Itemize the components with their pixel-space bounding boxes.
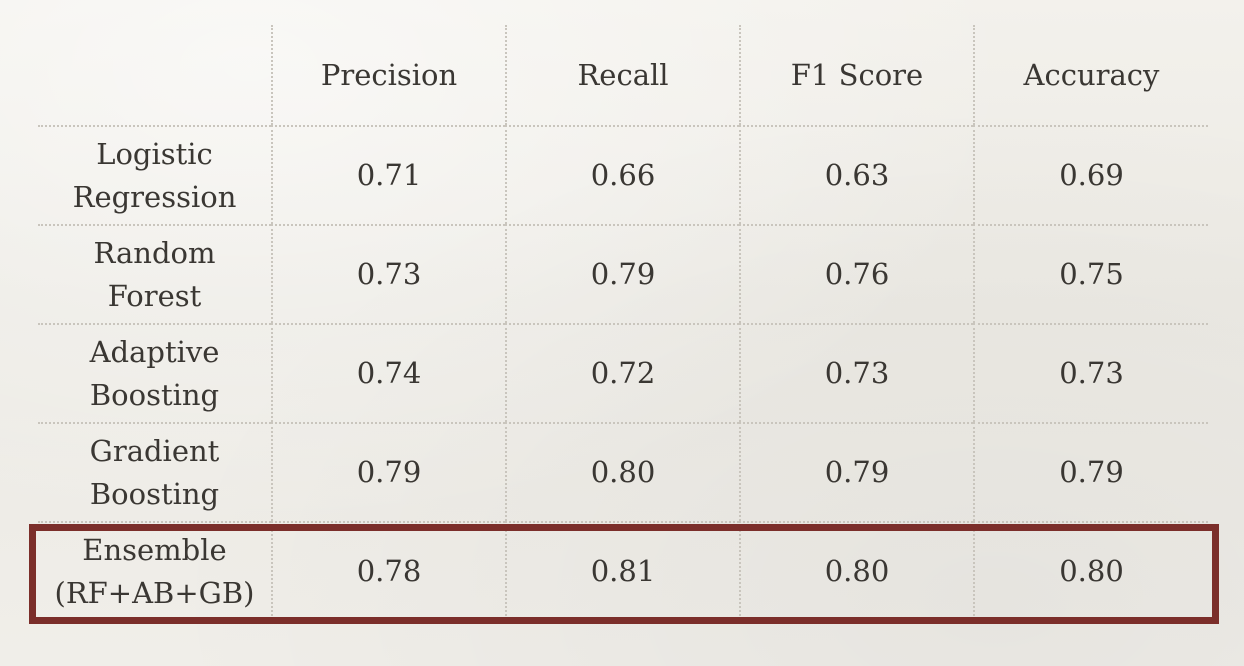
cell-gradient-boosting-accuracy: 0.79 (973, 422, 1208, 521)
cell-gradient-boosting-precision: 0.79 (271, 422, 505, 521)
cell-random-forest-precision: 0.73 (271, 224, 505, 323)
cell-logistic-regression-f1-score: 0.63 (739, 125, 973, 224)
cell-gradient-boosting-recall: 0.80 (505, 422, 739, 521)
cell-adaptive-boosting-precision: 0.74 (271, 323, 505, 422)
row-label-ensemble: Ensemble (RF+AB+GB) (38, 521, 271, 620)
header-precision: Precision (271, 25, 505, 125)
cell-ensemble-f1-score: 0.80 (739, 521, 973, 620)
header-corner-cell (38, 25, 271, 125)
header-accuracy: Accuracy (973, 25, 1208, 125)
cell-adaptive-boosting-accuracy: 0.73 (973, 323, 1208, 422)
row-label-gradient-boosting: Gradient Boosting (38, 422, 271, 521)
row-label-random-forest: Random Forest (38, 224, 271, 323)
cell-random-forest-accuracy: 0.75 (973, 224, 1208, 323)
cell-random-forest-recall: 0.79 (505, 224, 739, 323)
cell-ensemble-precision: 0.78 (271, 521, 505, 620)
row-label-logistic-regression: Logistic Regression (38, 125, 271, 224)
header-recall: Recall (505, 25, 739, 125)
cell-logistic-regression-recall: 0.66 (505, 125, 739, 224)
header-f1-score: F1 Score (739, 25, 973, 125)
cell-ensemble-recall: 0.81 (505, 521, 739, 620)
cell-adaptive-boosting-f1-score: 0.73 (739, 323, 973, 422)
cell-ensemble-accuracy: 0.80 (973, 521, 1208, 620)
cell-logistic-regression-precision: 0.71 (271, 125, 505, 224)
cell-logistic-regression-accuracy: 0.69 (973, 125, 1208, 224)
row-label-adaptive-boosting: Adaptive Boosting (38, 323, 271, 422)
cell-random-forest-f1-score: 0.76 (739, 224, 973, 323)
metrics-table: Precision Recall F1 Score Accuracy Logis… (38, 25, 1208, 620)
cell-gradient-boosting-f1-score: 0.79 (739, 422, 973, 521)
cell-adaptive-boosting-recall: 0.72 (505, 323, 739, 422)
